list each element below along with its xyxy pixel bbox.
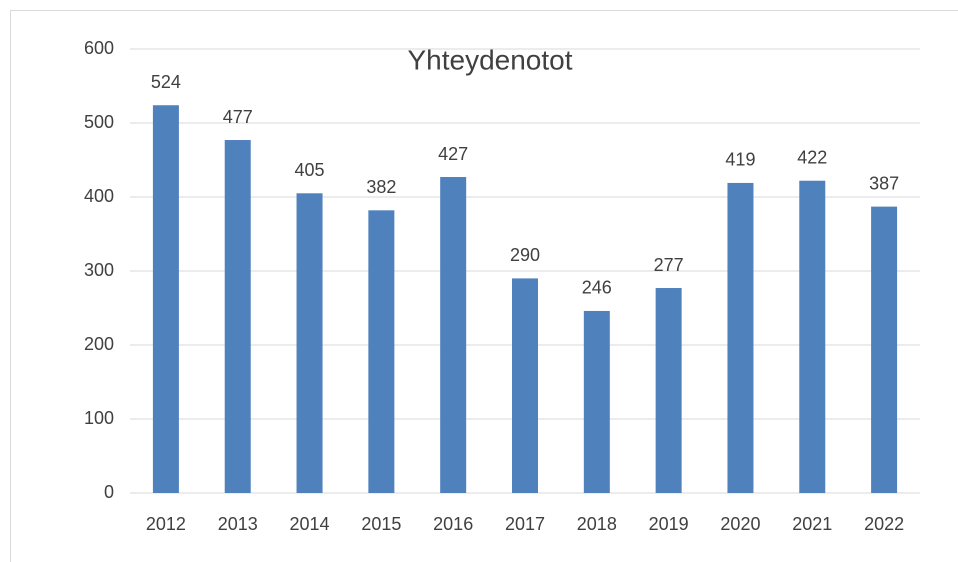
bar — [799, 180, 826, 493]
x-tick-label: 2015 — [361, 514, 401, 534]
x-tick-label: 2013 — [218, 514, 258, 534]
y-tick-label: 400 — [84, 186, 114, 206]
data-label: 477 — [223, 107, 253, 127]
y-tick-label: 0 — [104, 482, 114, 502]
data-label: 387 — [869, 173, 899, 193]
y-tick-label: 100 — [84, 408, 114, 428]
bar — [224, 140, 251, 493]
y-tick-label: 600 — [84, 38, 114, 58]
bar — [655, 288, 682, 493]
x-tick-label: 2021 — [792, 514, 832, 534]
x-tick-label: 2017 — [505, 514, 545, 534]
bar — [871, 206, 898, 493]
data-label: 290 — [510, 245, 540, 265]
bar — [368, 210, 395, 493]
bar — [440, 177, 467, 493]
x-tick-label: 2018 — [577, 514, 617, 534]
data-label: 277 — [654, 255, 684, 275]
y-tick-label: 300 — [84, 260, 114, 280]
bar — [512, 278, 538, 493]
x-tick-label: 2022 — [864, 514, 904, 534]
x-tick-label: 2014 — [290, 514, 330, 534]
chart-title: Yhteydenotot — [407, 44, 572, 75]
bar — [727, 182, 754, 493]
data-label: 246 — [582, 278, 612, 298]
y-tick-label: 200 — [84, 334, 114, 354]
bar — [583, 310, 610, 493]
chart-frame — [10, 10, 958, 562]
x-tick-label: 2012 — [146, 514, 186, 534]
bar — [152, 105, 179, 494]
x-tick-label: 2019 — [649, 514, 689, 534]
data-label: 419 — [725, 150, 755, 170]
y-tick-label: 500 — [84, 112, 114, 132]
bar — [296, 193, 323, 494]
data-label: 405 — [295, 160, 325, 180]
x-tick-label: 2016 — [433, 514, 473, 534]
data-label: 524 — [151, 72, 181, 92]
x-tick-label: 2020 — [720, 514, 760, 534]
data-label: 382 — [366, 177, 396, 197]
data-label: 422 — [797, 147, 827, 167]
data-label: 427 — [438, 144, 468, 164]
